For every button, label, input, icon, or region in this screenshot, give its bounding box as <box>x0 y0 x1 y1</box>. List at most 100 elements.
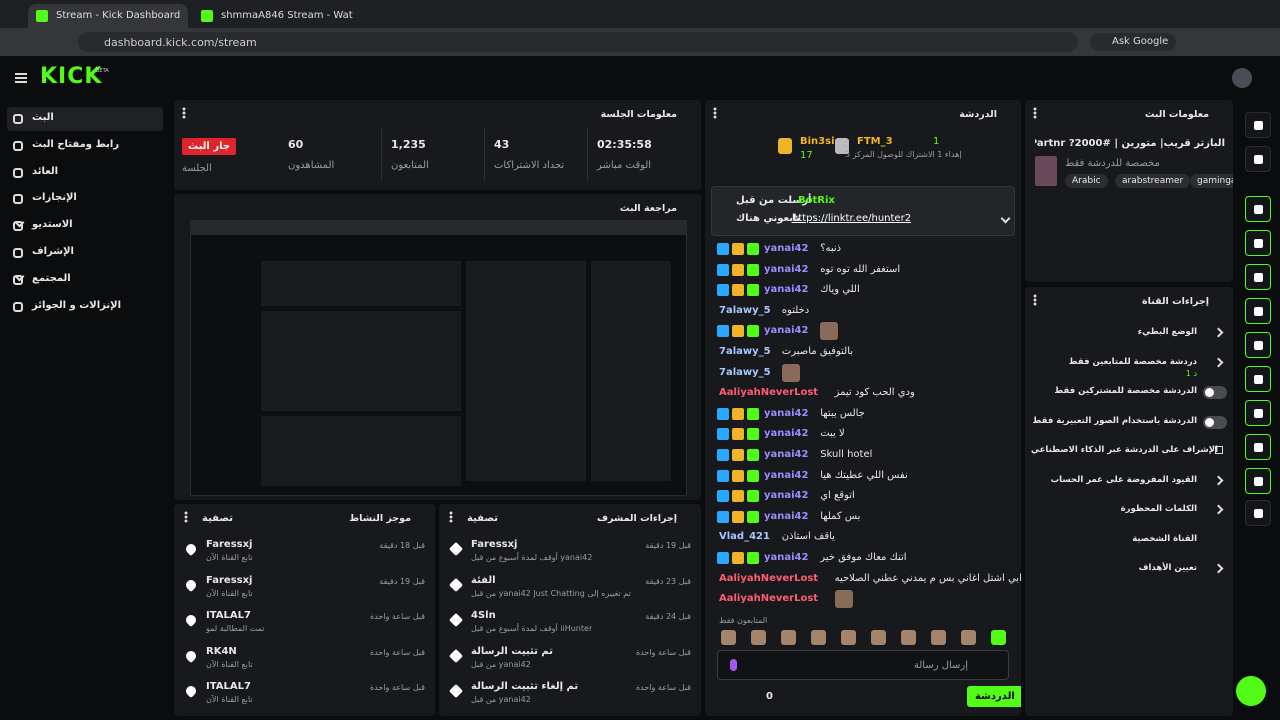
nav-item[interactable]: العائد <box>7 161 163 185</box>
chat-username[interactable]: 7alawy_5 <box>719 346 771 357</box>
rail-button[interactable] <box>1245 298 1271 324</box>
nav-label: المجتمع <box>32 272 71 284</box>
chat-username[interactable]: 7alawy_5 <box>719 366 771 378</box>
external-link[interactable] <box>1215 446 1223 454</box>
send-button[interactable]: الدردشة <box>967 686 1021 707</box>
filter-button[interactable]: تصفية <box>467 513 498 524</box>
chat-username[interactable]: yanai42 <box>764 490 809 502</box>
tag[interactable]: Arabic <box>1065 174 1108 188</box>
followers-only: المتابعون فقط <box>719 616 768 625</box>
emote-shortcut[interactable] <box>721 630 736 645</box>
chat-username[interactable]: yanai42 <box>764 552 809 563</box>
chat-username[interactable]: yanai42 <box>764 243 809 254</box>
chat-input[interactable]: إرسال رسالة <box>717 650 1009 680</box>
rail-button[interactable] <box>1245 400 1271 426</box>
menu-dots[interactable] <box>713 107 717 119</box>
tag[interactable]: gamingarab <box>1190 174 1233 188</box>
menu-dots[interactable] <box>449 511 453 523</box>
chat-username[interactable]: Vlad_421 <box>719 531 770 543</box>
item-time: قبل ساعة واحدة <box>369 612 425 621</box>
preview-block <box>261 416 461 486</box>
chat-username[interactable]: yanai42 <box>764 428 809 440</box>
toggle[interactable] <box>1203 415 1227 429</box>
rail-button[interactable] <box>1245 112 1271 138</box>
chevron[interactable] <box>1213 504 1224 515</box>
tab-icon <box>36 10 48 22</box>
tag[interactable]: arabstreamer <box>1115 174 1191 188</box>
nav-item[interactable]: الإشراف <box>7 241 163 265</box>
chat-username[interactable]: AaliyahNeverLost <box>719 387 819 399</box>
chat-username[interactable]: AaliyahNeverLost <box>719 593 819 605</box>
item-title: الفئة <box>471 574 496 586</box>
collapse-chevron[interactable] <box>1000 213 1011 224</box>
action-label[interactable]: القيود المفروضة على عمر الحساب <box>1050 474 1197 485</box>
ask-google[interactable]: Ask Google <box>1090 33 1177 51</box>
chat-username[interactable]: yanai42 <box>764 510 809 522</box>
nav-item[interactable]: البث <box>7 107 163 131</box>
menu-dots[interactable] <box>184 511 188 523</box>
item-icon <box>183 612 199 628</box>
chat-username[interactable]: yanai42 <box>764 325 809 337</box>
emote-shortcut[interactable] <box>931 630 946 645</box>
emote-shortcut[interactable] <box>751 630 766 645</box>
chat-username[interactable]: 7alawy_5 <box>719 304 771 316</box>
pinned-link[interactable]: https://linktr.ee/hunter2 <box>792 213 912 224</box>
rail-button[interactable] <box>1245 196 1271 222</box>
action-label[interactable]: القناة الشخصية <box>1132 533 1197 544</box>
nav-item[interactable]: رابط ومفتاح البث <box>7 134 163 158</box>
action-label[interactable]: تعيين الأهداف <box>1138 563 1197 573</box>
emote-shortcut[interactable] <box>781 630 796 645</box>
rail-button[interactable] <box>1245 500 1271 526</box>
rail-button[interactable] <box>1245 332 1271 358</box>
rail-button[interactable] <box>1245 366 1271 392</box>
action-label[interactable]: الإشراف على الدردشة عبر الذكاء الاصطناعي <box>1031 445 1218 455</box>
nav-item[interactable]: الاستديو <box>7 214 163 238</box>
nav-item[interactable]: المجتمع <box>7 268 163 292</box>
rail-button[interactable] <box>1245 230 1271 256</box>
pinned-message[interactable]: أرسلت من قبل BotRix تابعوني هناك https://li… <box>711 186 1015 236</box>
chat-username[interactable]: yanai42 <box>764 449 809 460</box>
address-bar[interactable]: dashboard.kick.com/stream <box>78 32 1078 52</box>
nav-item[interactable]: الإنزالات و الجوائز <box>7 295 163 319</box>
emote-shortcut[interactable] <box>901 630 916 645</box>
action-label[interactable]: الكلمات المحظورة <box>1120 504 1197 514</box>
chat-username[interactable]: yanai42 <box>764 284 809 296</box>
chat-username[interactable]: AaliyahNeverLost <box>719 572 819 584</box>
rail-button[interactable] <box>1245 264 1271 290</box>
emote-shortcut[interactable] <box>871 630 886 645</box>
help-button[interactable] <box>1236 676 1266 706</box>
browser-tab[interactable]: shmmaA846 Stream - Watch Li <box>193 4 353 28</box>
item-detail: تابع القناة الآن <box>206 588 253 598</box>
chat-username[interactable]: yanai42 <box>764 407 809 419</box>
nav-item[interactable]: الإنجازات <box>7 187 163 211</box>
chat-username[interactable]: yanai42 <box>764 469 809 481</box>
menu-dots[interactable] <box>1033 107 1037 119</box>
browser-tab[interactable]: Stream - Kick Dashboard <box>28 4 188 28</box>
emote-shortcut[interactable] <box>961 630 976 645</box>
menu-button[interactable] <box>15 73 27 83</box>
rail-button[interactable] <box>1245 434 1271 460</box>
rail-button[interactable] <box>1245 146 1271 172</box>
action-label[interactable]: الدردشة باستخدام الصور التعبيرية فقط <box>1032 415 1197 426</box>
action-label[interactable]: الدردشة مخصصة للمشتركين فقط <box>1054 386 1197 396</box>
chat-message: yanai42 جالس يبتها <box>717 405 1013 423</box>
filter-button[interactable]: تصفية <box>202 513 233 524</box>
chat-message: AaliyahNeverLost <box>717 590 1013 609</box>
toggle[interactable] <box>1203 386 1227 399</box>
chat-username[interactable]: yanai42 <box>764 263 809 275</box>
chevron[interactable] <box>1213 475 1224 485</box>
emote-shortcut[interactable] <box>841 630 856 645</box>
emote-shortcut[interactable] <box>811 630 826 645</box>
action-label[interactable]: دردشة مخصصة للمتابعين فقط <box>1068 356 1197 367</box>
menu-dots[interactable] <box>182 107 186 119</box>
chevron[interactable] <box>1213 563 1224 574</box>
chevron[interactable] <box>1213 357 1224 367</box>
stat-label: المشاهدون <box>288 160 335 171</box>
menu-dots[interactable] <box>1033 294 1037 306</box>
emote-shortcut[interactable] <box>991 630 1006 645</box>
rail-button[interactable] <box>1245 468 1271 494</box>
action-label[interactable]: الوضع البطيء <box>1137 327 1197 337</box>
avatar[interactable] <box>1232 68 1252 88</box>
url[interactable]: dashboard.kick.com/stream <box>104 36 257 49</box>
chevron[interactable] <box>1213 327 1224 338</box>
